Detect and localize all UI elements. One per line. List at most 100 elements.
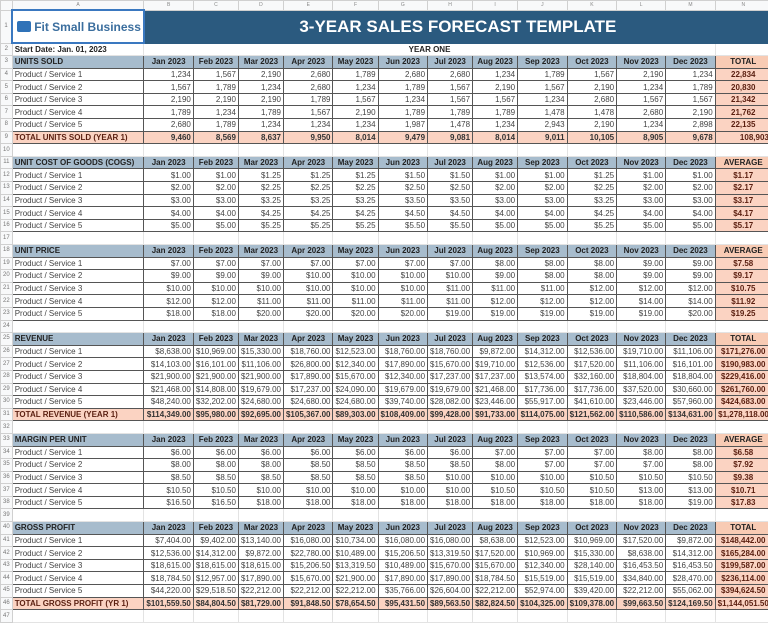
row-number[interactable]: 10 bbox=[1, 144, 13, 157]
cell[interactable] bbox=[193, 144, 238, 157]
month-header[interactable]: Jun 2023 bbox=[378, 156, 428, 169]
value-cell[interactable]: $12,536.00 bbox=[567, 345, 617, 358]
value-cell[interactable]: $9.00 bbox=[666, 257, 716, 270]
value-cell[interactable]: $7.00 bbox=[518, 446, 568, 459]
value-cell[interactable]: $7.00 bbox=[567, 459, 617, 472]
cell[interactable] bbox=[333, 509, 378, 522]
month-header[interactable]: Dec 2023 bbox=[666, 333, 716, 346]
cell[interactable] bbox=[283, 320, 333, 333]
month-header[interactable]: Mar 2023 bbox=[238, 156, 283, 169]
cell[interactable] bbox=[193, 421, 238, 434]
month-header[interactable]: May 2023 bbox=[333, 245, 378, 258]
month-header[interactable]: Feb 2023 bbox=[193, 156, 238, 169]
summary-cell[interactable]: $394,624.50 bbox=[715, 585, 768, 598]
row-number[interactable]: 25 bbox=[1, 333, 13, 346]
cell[interactable] bbox=[715, 610, 768, 623]
value-cell[interactable]: $18.00 bbox=[283, 496, 333, 509]
value-cell[interactable]: $22,212.00 bbox=[333, 585, 378, 598]
cell[interactable] bbox=[428, 421, 473, 434]
summary-cell[interactable]: $236,114.00 bbox=[715, 572, 768, 585]
total-cell[interactable]: 9,950 bbox=[283, 131, 333, 144]
total-cell[interactable]: 8,014 bbox=[333, 131, 378, 144]
cell[interactable] bbox=[193, 610, 238, 623]
value-cell[interactable]: 1,567 bbox=[666, 93, 716, 106]
month-header[interactable]: Dec 2023 bbox=[666, 245, 716, 258]
value-cell[interactable]: $16.50 bbox=[193, 496, 238, 509]
value-cell[interactable]: $1.00 bbox=[193, 169, 238, 182]
summary-cell[interactable]: $171,276.00 bbox=[715, 345, 768, 358]
month-header[interactable]: Mar 2023 bbox=[238, 433, 283, 446]
value-cell[interactable]: $17,237.00 bbox=[473, 370, 518, 383]
value-cell[interactable]: $4.25 bbox=[283, 207, 333, 220]
month-header[interactable]: Sep 2023 bbox=[518, 245, 568, 258]
total-label[interactable]: TOTAL UNITS SOLD (YEAR 1) bbox=[12, 131, 144, 144]
value-cell[interactable]: $3.50 bbox=[428, 194, 473, 207]
value-cell[interactable]: $1.00 bbox=[473, 169, 518, 182]
total-cell[interactable]: $99,663.50 bbox=[617, 597, 666, 610]
cell[interactable] bbox=[617, 421, 666, 434]
month-header[interactable]: Aug 2023 bbox=[473, 56, 518, 69]
value-cell[interactable]: $10.00 bbox=[144, 282, 194, 295]
row-label[interactable]: Product / Service 3 bbox=[12, 471, 144, 484]
column-header[interactable]: E bbox=[283, 1, 333, 11]
row-number[interactable]: 11 bbox=[1, 156, 13, 169]
value-cell[interactable]: $12,957.00 bbox=[193, 572, 238, 585]
value-cell[interactable]: $37,520.00 bbox=[617, 383, 666, 396]
row-number[interactable]: 27 bbox=[1, 358, 13, 371]
cell[interactable] bbox=[428, 610, 473, 623]
cell[interactable] bbox=[333, 232, 378, 245]
section-title[interactable]: UNITS SOLD bbox=[12, 56, 144, 69]
value-cell[interactable]: $26,800.00 bbox=[283, 358, 333, 371]
value-cell[interactable]: $8.00 bbox=[518, 257, 568, 270]
month-header[interactable]: Aug 2023 bbox=[473, 156, 518, 169]
cell[interactable] bbox=[666, 421, 716, 434]
month-header[interactable]: Jan 2023 bbox=[144, 522, 194, 535]
value-cell[interactable]: $10.00 bbox=[473, 471, 518, 484]
column-header[interactable]: F bbox=[333, 1, 378, 11]
summary-cell[interactable]: $190,983.00 bbox=[715, 358, 768, 371]
value-cell[interactable]: $15,670.00 bbox=[473, 559, 518, 572]
value-cell[interactable]: $10,489.00 bbox=[378, 559, 428, 572]
value-cell[interactable]: $5.50 bbox=[378, 219, 428, 232]
value-cell[interactable]: 2,190 bbox=[617, 68, 666, 81]
cell[interactable] bbox=[715, 320, 768, 333]
cell[interactable] bbox=[333, 144, 378, 157]
summary-header[interactable]: AVERAGE bbox=[715, 433, 768, 446]
value-cell[interactable]: $9.00 bbox=[473, 270, 518, 283]
row-number[interactable]: 28 bbox=[1, 370, 13, 383]
summary-cell[interactable]: $10.75 bbox=[715, 282, 768, 295]
row-number[interactable]: 16 bbox=[1, 219, 13, 232]
value-cell[interactable]: $17,890.00 bbox=[283, 370, 333, 383]
cell[interactable] bbox=[12, 320, 144, 333]
value-cell[interactable]: 1,789 bbox=[378, 81, 428, 94]
value-cell[interactable]: $17,890.00 bbox=[378, 358, 428, 371]
value-cell[interactable]: $41,610.00 bbox=[567, 396, 617, 409]
value-cell[interactable]: 2,680 bbox=[283, 68, 333, 81]
summary-cell[interactable]: $19.25 bbox=[715, 307, 768, 320]
value-cell[interactable]: $21,900.00 bbox=[238, 370, 283, 383]
row-number[interactable]: 42 bbox=[1, 547, 13, 560]
value-cell[interactable]: $20.00 bbox=[378, 307, 428, 320]
summary-cell[interactable]: $3.17 bbox=[715, 194, 768, 207]
cell[interactable] bbox=[473, 232, 518, 245]
month-header[interactable]: Nov 2023 bbox=[617, 333, 666, 346]
value-cell[interactable]: $17,736.00 bbox=[518, 383, 568, 396]
value-cell[interactable]: $15,519.00 bbox=[518, 572, 568, 585]
month-header[interactable]: Aug 2023 bbox=[473, 433, 518, 446]
value-cell[interactable]: $4.00 bbox=[518, 207, 568, 220]
value-cell[interactable]: 2,680 bbox=[283, 81, 333, 94]
value-cell[interactable]: $19.00 bbox=[428, 307, 473, 320]
value-cell[interactable]: $22,780.00 bbox=[283, 547, 333, 560]
value-cell[interactable]: 1,478 bbox=[518, 106, 568, 119]
cell[interactable] bbox=[666, 232, 716, 245]
row-number[interactable]: 19 bbox=[1, 257, 13, 270]
cell[interactable] bbox=[617, 320, 666, 333]
cell[interactable] bbox=[238, 610, 283, 623]
value-cell[interactable]: 2,680 bbox=[617, 106, 666, 119]
grand-total-cell[interactable]: $1,278,118.00 bbox=[715, 408, 768, 421]
value-cell[interactable]: 1,987 bbox=[378, 119, 428, 132]
value-cell[interactable]: 1,234 bbox=[617, 81, 666, 94]
row-label[interactable]: Product / Service 1 bbox=[12, 257, 144, 270]
value-cell[interactable]: $4.50 bbox=[378, 207, 428, 220]
cell[interactable] bbox=[428, 232, 473, 245]
